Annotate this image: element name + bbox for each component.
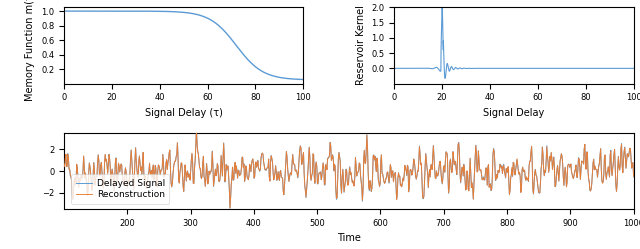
Reconstruction: [209, 163, 217, 166]
Reconstruction: [490, 150, 498, 153]
Y-axis label: Memory Function m(τ): Memory Function m(τ): [26, 0, 35, 101]
Delayed Signal: [490, 150, 498, 153]
Delayed Signal: [209, 163, 217, 166]
Delayed Signal: [305, 157, 312, 160]
Reconstruction: [553, 169, 561, 172]
X-axis label: Signal Delay (τ): Signal Delay (τ): [145, 108, 223, 118]
Reconstruction: [193, 126, 200, 129]
Delayed Signal: [467, 172, 475, 175]
Reconstruction: [226, 207, 234, 210]
Y-axis label: Reservoir Kernel: Reservoir Kernel: [356, 5, 366, 85]
Reconstruction: [60, 163, 68, 166]
Delayed Signal: [553, 169, 561, 172]
X-axis label: Time: Time: [337, 234, 361, 244]
X-axis label: Signal Delay: Signal Delay: [483, 108, 545, 118]
Delayed Signal: [226, 207, 234, 210]
Line: Reconstruction: Reconstruction: [64, 128, 634, 208]
Legend: Delayed Signal, Reconstruction: Delayed Signal, Reconstruction: [72, 174, 170, 204]
Delayed Signal: [193, 126, 200, 129]
Reconstruction: [122, 170, 130, 173]
Delayed Signal: [122, 170, 130, 173]
Line: Delayed Signal: Delayed Signal: [64, 128, 634, 208]
Reconstruction: [305, 158, 312, 161]
Reconstruction: [467, 171, 475, 174]
Delayed Signal: [60, 163, 68, 166]
Delayed Signal: [630, 175, 637, 178]
Reconstruction: [630, 175, 637, 178]
